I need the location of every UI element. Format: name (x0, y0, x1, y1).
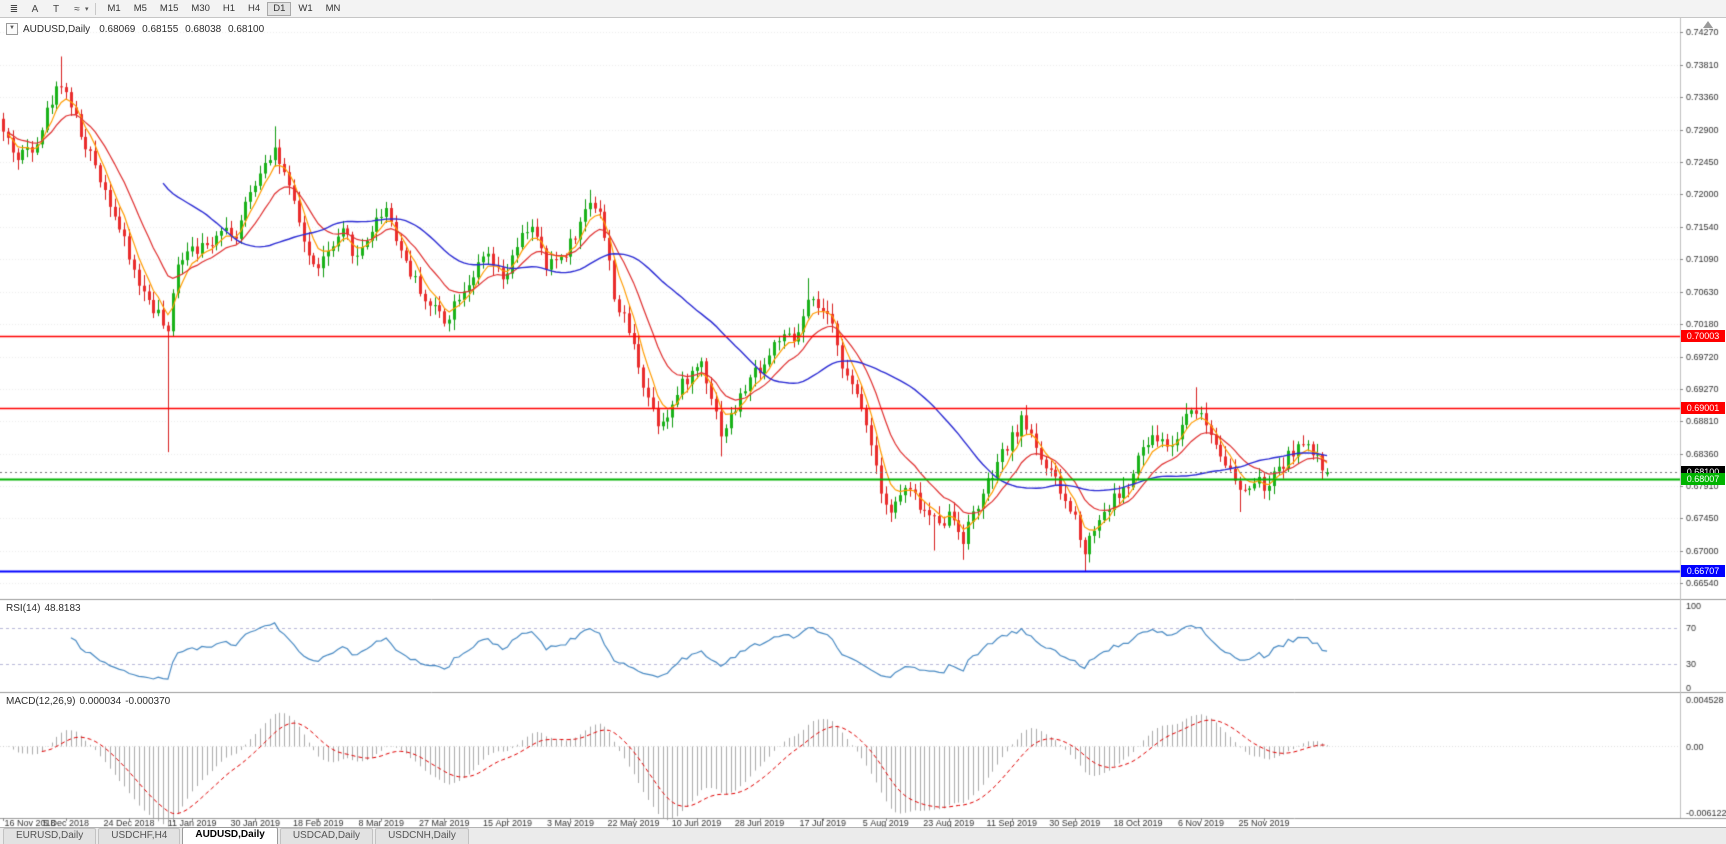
close-value: 0.68100 (228, 23, 265, 35)
tab-usdcad-daily[interactable]: USDCAD,Daily (279, 828, 374, 844)
chart-list-icon[interactable]: ≣ (4, 2, 24, 16)
timeframe-button-mn[interactable]: MN (320, 2, 347, 16)
ohlc-readout: 0.68069 0.68155 0.68038 0.68100 (95, 24, 264, 35)
chart-scroll-marker-icon[interactable] (1703, 21, 1713, 28)
tab-eurusd-daily[interactable]: EURUSD,Daily (3, 828, 97, 844)
toolbar: ≣ A T ≈ ▾ M1 M5 M15 M30 H1 H4 D1 W1 MN (0, 0, 1726, 18)
cursor-a-icon[interactable]: A (25, 2, 45, 16)
toolbar-separator (94, 2, 96, 15)
high-value: 0.68155 (142, 23, 179, 35)
timeframe-button-d1[interactable]: D1 (267, 1, 292, 16)
open-value: 0.68069 (99, 23, 136, 35)
macd-main-value: 0.000034 (79, 696, 122, 707)
tab-usdchf-h4[interactable]: USDCHF,H4 (98, 828, 181, 844)
timeframe-button-m5[interactable]: M5 (128, 2, 153, 16)
rsi-value: 48.8183 (44, 603, 81, 614)
symbol-dropdown-icon[interactable]: ▼ (6, 23, 18, 35)
low-value: 0.68038 (185, 23, 222, 35)
timeframe-button-m1[interactable]: M1 (102, 2, 127, 16)
resistance-level-badge-lower[interactable]: 0.69001 (1681, 401, 1725, 414)
macd-indicator-label: MACD(12,26,9) 0.000034 -0.000370 (6, 696, 174, 707)
chart-tabs-bar: EURUSD,Daily USDCHF,H4 AUDUSD,Daily USDC… (0, 827, 1726, 844)
tab-audusd-daily[interactable]: AUDUSD,Daily (182, 827, 278, 844)
resistance-level-badge-upper[interactable]: 0.70003 (1681, 330, 1725, 343)
timeframe-button-m15[interactable]: M15 (154, 2, 184, 16)
indicator-zigzag-icon[interactable]: ≈ (67, 2, 87, 16)
indicator-dropdown-caret-icon[interactable]: ▾ (85, 5, 89, 13)
timeframe-button-h4[interactable]: H4 (242, 2, 266, 16)
timeframe-button-w1[interactable]: W1 (292, 2, 318, 16)
timeframe-button-m30[interactable]: M30 (185, 2, 215, 16)
support-level-badge[interactable]: 0.68007 (1681, 472, 1725, 485)
macd-name: MACD(12,26,9) (6, 696, 76, 707)
timeframe-button-h1[interactable]: H1 (217, 2, 241, 16)
chart-canvas[interactable] (0, 18, 1726, 827)
rsi-indicator-label: RSI(14) 48.8183 (6, 603, 85, 614)
macd-signal-value: -0.000370 (125, 696, 171, 707)
lower-support-level-badge[interactable]: 0.66707 (1681, 565, 1725, 578)
chart-title: ▼ AUDUSD,Daily 0.68069 0.68155 0.68038 0… (6, 23, 264, 35)
tab-usdcnh-daily[interactable]: USDCNH,Daily (375, 828, 469, 844)
chart-symbol-label: AUDUSD,Daily (22, 23, 91, 35)
rsi-name: RSI(14) (6, 603, 41, 614)
text-tool-icon[interactable]: T (46, 2, 66, 16)
